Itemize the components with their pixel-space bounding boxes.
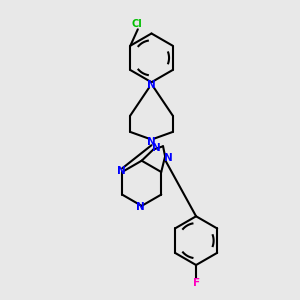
Text: N: N — [147, 80, 156, 90]
Text: F: F — [193, 278, 200, 289]
Text: N: N — [117, 166, 125, 176]
Text: N: N — [147, 137, 156, 147]
Text: N: N — [136, 202, 145, 212]
Text: N: N — [164, 153, 172, 163]
Text: N: N — [152, 143, 161, 153]
Text: Cl: Cl — [131, 19, 142, 29]
